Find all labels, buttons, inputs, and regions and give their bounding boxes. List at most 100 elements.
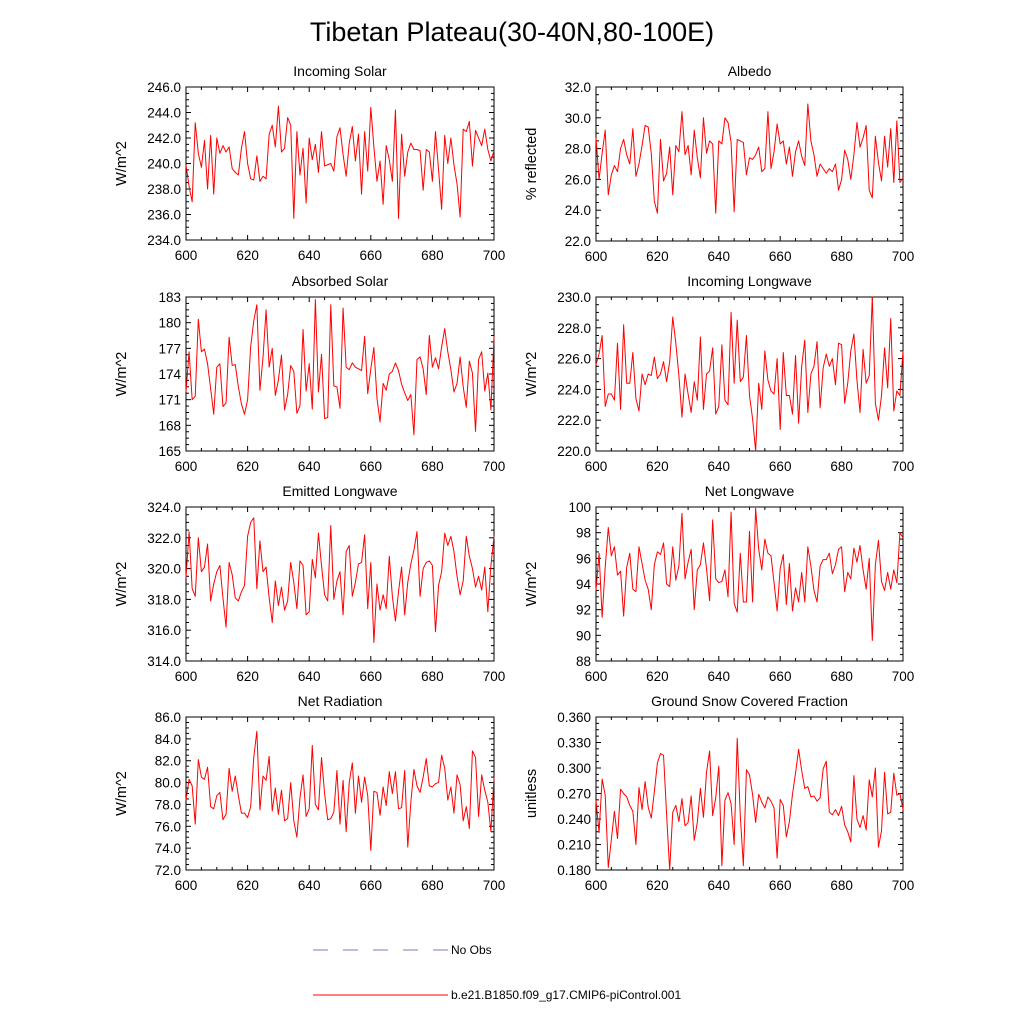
x-tick-label: 620 [236, 248, 259, 263]
y-tick-label: 0.210 [557, 838, 591, 853]
plot-frame [185, 506, 495, 662]
x-tick-label: 600 [585, 459, 608, 474]
y-axis-label: W/m^2 [114, 352, 130, 397]
x-tick-label: 700 [483, 248, 506, 263]
y-tick-label: 24.0 [565, 203, 591, 218]
x-tick-label: 640 [298, 878, 321, 893]
legend-label-no-obs: No Obs [451, 943, 492, 957]
x-tick-label: 700 [483, 459, 506, 474]
y-tick-label: 96 [576, 551, 591, 566]
series-line-albedo [595, 103, 904, 214]
y-tick-label: 0.330 [557, 736, 591, 751]
x-tick-label: 620 [646, 669, 669, 684]
x-tick-label: 620 [646, 249, 669, 264]
y-tick-label: 236.0 [147, 208, 181, 223]
panel-title-ground-snow-covered-fraction: Ground Snow Covered Fraction [651, 693, 848, 709]
x-tick-label: 640 [708, 249, 731, 264]
x-tick-label: 600 [175, 669, 198, 684]
series-line-incoming-solar [185, 105, 495, 219]
y-tick-label: 0.270 [557, 787, 591, 802]
y-tick-label: 0.360 [557, 710, 591, 725]
panel-title-net-radiation: Net Radiation [298, 693, 383, 709]
y-tick-label: 92 [576, 603, 591, 618]
y-tick-label: 22.0 [565, 234, 591, 249]
panel-title-incoming-longwave: Incoming Longwave [687, 273, 812, 289]
panel-ground-snow-covered-fraction: Ground Snow Covered Fraction 600 620 640 660… [524, 693, 914, 893]
panel-albedo: Albedo 600 620 640 660 680 700 22.0 24.0 26.0 28.0… [524, 63, 914, 264]
x-tick-label: 640 [708, 669, 731, 684]
y-tick-label: 76.0 [155, 819, 181, 834]
panel-title-net-longwave: Net Longwave [705, 483, 795, 499]
x-tick-label: 680 [421, 248, 444, 263]
series-line-net-radiation [185, 730, 495, 851]
x-tick-label: 680 [421, 878, 444, 893]
x-tick-label: 680 [830, 459, 853, 474]
y-tick-label: 72.0 [155, 863, 181, 878]
y-tick-label: 240.0 [147, 157, 181, 172]
x-tick-label: 700 [483, 669, 506, 684]
y-axis-label: W/m^2 [524, 562, 540, 607]
y-tick-label: 318.0 [147, 592, 181, 607]
x-tick-label: 640 [298, 459, 321, 474]
y-tick-label: 322.0 [147, 531, 181, 546]
y-tick-label: 177 [158, 341, 181, 356]
y-tick-label: 242.0 [147, 131, 181, 146]
x-tick-label: 660 [769, 249, 792, 264]
panel-net-radiation: Net Radiation 600 620 640 660 680 700 72.0 74.0 7… [114, 693, 505, 893]
y-tick-label: 244.0 [147, 106, 181, 121]
panel-incoming-longwave: Incoming Longwave 600 620 640 660 680 700 220.0… [524, 273, 914, 474]
x-tick-label: 700 [892, 669, 915, 684]
x-tick-label: 680 [830, 249, 853, 264]
x-tick-label: 700 [892, 459, 915, 474]
y-tick-label: 86.0 [155, 710, 181, 725]
x-tick-label: 620 [646, 459, 669, 474]
y-tick-label: 165 [158, 444, 181, 459]
x-tick-label: 620 [236, 878, 259, 893]
y-tick-label: 316.0 [147, 623, 181, 638]
series-line-ground-snow-covered-fraction [595, 737, 904, 871]
x-tick-label: 620 [646, 878, 669, 893]
y-tick-label: 32.0 [565, 80, 591, 95]
y-axis-label: W/m^2 [114, 141, 130, 186]
panel-title-absorbed-solar: Absorbed Solar [292, 273, 389, 289]
x-tick-label: 680 [421, 669, 444, 684]
x-tick-label: 600 [175, 248, 198, 263]
x-tick-label: 600 [175, 459, 198, 474]
plot-frame [595, 506, 904, 662]
series-line-net-longwave [595, 507, 904, 641]
x-tick-label: 620 [236, 669, 259, 684]
series-line-incoming-longwave [595, 296, 904, 452]
plot-frame [595, 716, 904, 871]
x-tick-label: 600 [175, 878, 198, 893]
y-tick-label: 88 [576, 654, 591, 669]
y-tick-label: 228.0 [557, 321, 591, 336]
y-tick-label: 80.0 [155, 776, 181, 791]
y-tick-label: 90 [576, 628, 591, 643]
y-tick-label: 224.0 [557, 382, 591, 397]
y-tick-label: 0.180 [557, 863, 591, 878]
y-tick-label: 100 [568, 500, 591, 515]
x-tick-label: 700 [892, 249, 915, 264]
x-tick-label: 680 [830, 669, 853, 684]
y-tick-label: 84.0 [155, 732, 181, 747]
plot-frame [595, 86, 904, 242]
x-tick-label: 600 [585, 669, 608, 684]
y-tick-label: 226.0 [557, 352, 591, 367]
x-tick-label: 660 [360, 878, 383, 893]
y-axis-label: unitless [524, 769, 540, 818]
y-tick-label: 74.0 [155, 841, 181, 856]
y-tick-label: 314.0 [147, 654, 181, 669]
y-tick-label: 26.0 [565, 172, 591, 187]
panels-container: Incoming Solar 600 620 640 660 680 700 234.0 236… [114, 63, 914, 893]
x-tick-label: 660 [769, 459, 792, 474]
figure-title: Tibetan Plateau(30-40N,80-100E) [310, 17, 714, 47]
x-tick-label: 660 [769, 878, 792, 893]
panel-title-incoming-solar: Incoming Solar [293, 63, 387, 79]
y-tick-label: 174 [158, 367, 181, 382]
panel-emitted-longwave: Emitted Longwave 600 620 640 660 680 700 314.0 3… [114, 483, 505, 684]
y-tick-label: 0.300 [557, 761, 591, 776]
y-tick-label: 324.0 [147, 500, 181, 515]
legend: No Obs b.e21.B1850.f09_g17.CMIP6-piContr… [313, 943, 681, 1002]
y-axis-label: W/m^2 [114, 771, 130, 816]
